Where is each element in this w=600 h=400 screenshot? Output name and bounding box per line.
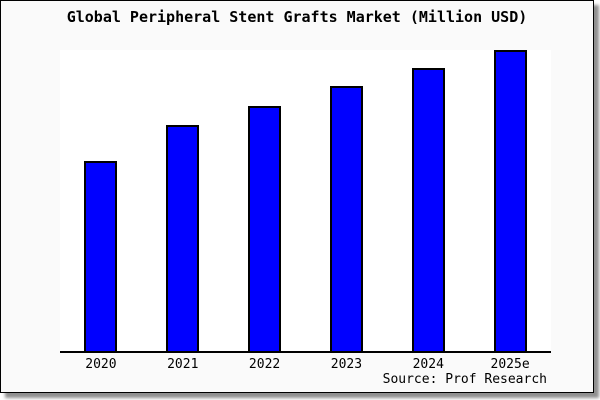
x-tick-label-2025e: 2025e xyxy=(490,357,530,372)
x-tick-label-2023: 2023 xyxy=(330,357,363,372)
x-tick-label-2024: 2024 xyxy=(412,357,444,372)
chart-title: Global Peripheral Stent Grafts Market (M… xyxy=(66,8,528,26)
x-tick-label-2020: 2020 xyxy=(85,357,117,372)
bar-2021 xyxy=(166,125,200,351)
bar-2024 xyxy=(411,68,445,351)
source-label: Source: Prof Research xyxy=(382,372,547,387)
bar-2022 xyxy=(248,106,282,351)
x-tick-label-2022: 2022 xyxy=(248,357,281,372)
bar-2020 xyxy=(84,161,118,351)
x-tick-label-2021: 2021 xyxy=(167,357,199,372)
bar-2025e xyxy=(493,50,527,351)
chart-panel: Global Peripheral Stent Grafts Market (M… xyxy=(0,0,594,393)
plot-area xyxy=(60,50,551,353)
bar-2023 xyxy=(329,86,363,351)
